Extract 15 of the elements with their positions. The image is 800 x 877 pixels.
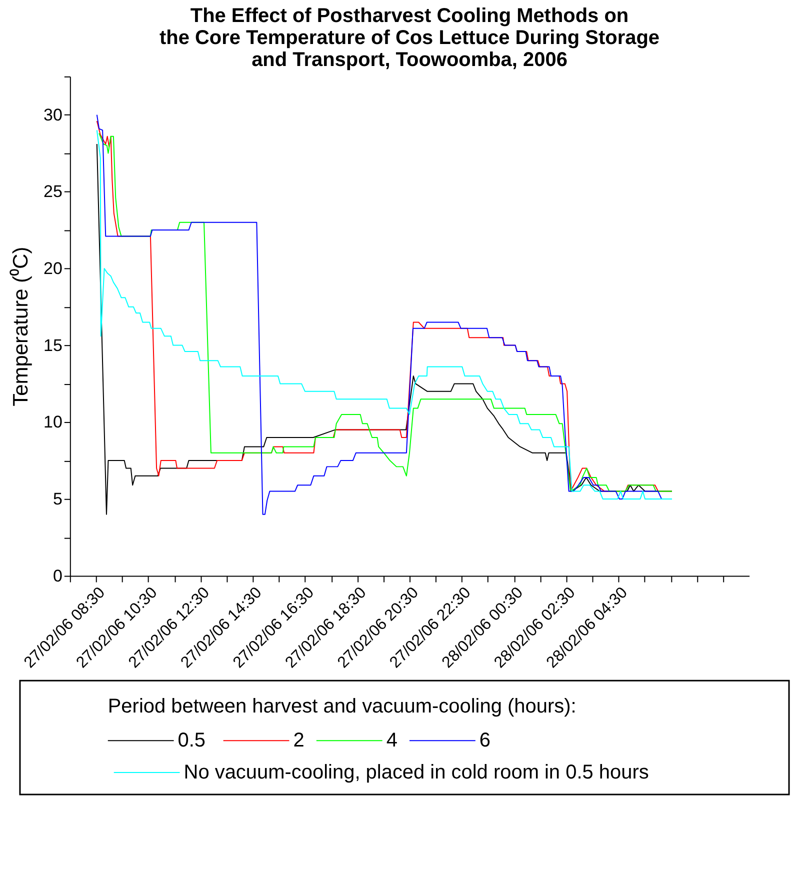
y-tick-label: 10	[44, 412, 62, 432]
chart-title: The Effect of Postharvest Cooling Methods on the Core Temperature of Cos Lettuce During Storage and Transport, Toowoomba, 2006	[159, 4, 660, 71]
legend-label: 2	[293, 730, 304, 752]
legend-label: No vacuum-cooling, placed in cold room in 0.5 hours	[184, 762, 649, 784]
legend-label: 0.5	[178, 730, 206, 752]
y-tick-label: 25	[44, 182, 62, 202]
y-tick-label: 5	[52, 489, 62, 508]
legend-title: Period between harvest and vacuum-cooling (hours):	[108, 696, 576, 718]
y-tick-label: 0	[52, 566, 62, 586]
y-tick-label: 15	[44, 336, 62, 355]
legend-label: 4	[386, 730, 398, 752]
y-tick-label: 20	[44, 258, 62, 278]
y-axis-title: Temperature (⁰C)	[10, 246, 33, 406]
legend-label: 6	[479, 730, 491, 752]
y-tick-label: 30	[44, 105, 62, 124]
